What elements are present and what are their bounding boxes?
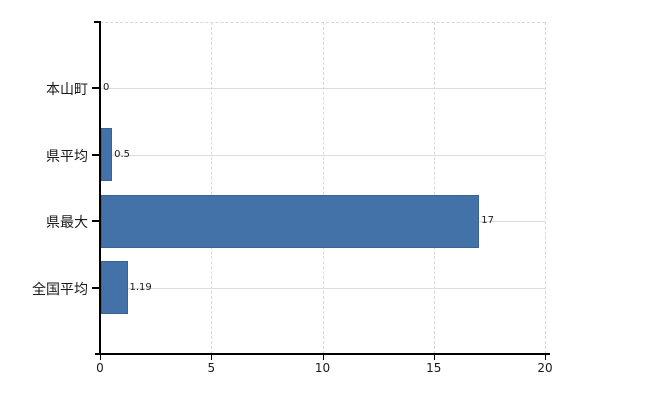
bar (101, 194, 480, 248)
x-tick (100, 355, 101, 360)
x-tick (211, 355, 213, 360)
category-tick (92, 87, 100, 90)
category-tick (92, 153, 100, 156)
x-tick-label: 5 (207, 361, 216, 375)
category-tick (92, 286, 100, 289)
gridline-vertical (545, 22, 546, 354)
x-tick-label: 10 (314, 361, 331, 375)
bar (101, 261, 128, 315)
bar (101, 128, 113, 182)
x-tick (322, 355, 324, 360)
x-tick-label: 0 (96, 361, 104, 375)
x-tick (433, 355, 435, 360)
value-label: 17 (481, 215, 495, 227)
gridline-vertical (433, 22, 435, 354)
x-tick (545, 355, 546, 360)
value-label: 0 (103, 82, 110, 94)
gridline-horizontal (100, 154, 545, 156)
gridline-vertical (322, 22, 324, 354)
category-tick (92, 220, 100, 223)
category-label: 全国平均 (32, 281, 88, 298)
y-axis-top-tick (94, 21, 100, 23)
y-axis-line (99, 21, 101, 355)
category-label: 県最大 (46, 215, 88, 232)
x-tick-label: 20 (537, 361, 553, 375)
value-label: 0.5 (114, 148, 130, 160)
x-axis-line (95, 353, 550, 355)
value-label: 1.19 (129, 281, 152, 293)
gridline-horizontal (100, 287, 545, 289)
category-label: 本山町 (46, 82, 88, 99)
gridline-horizontal (100, 88, 545, 90)
x-tick-label: 15 (426, 361, 442, 375)
category-label: 県平均 (46, 148, 88, 165)
gridline-vertical (211, 22, 213, 354)
